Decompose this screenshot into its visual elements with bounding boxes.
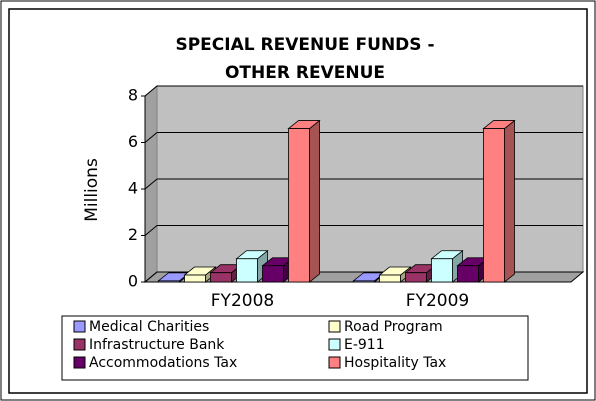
chart-title: OTHER REVENUE xyxy=(225,63,385,83)
y-tick-label: 8 xyxy=(128,86,138,105)
x-tick-label: FY2009 xyxy=(406,291,469,311)
bar xyxy=(379,274,401,283)
bar xyxy=(262,265,284,283)
x-tick-label: FY2008 xyxy=(211,291,274,311)
legend-label: Road Program xyxy=(344,319,443,335)
legend-swatch xyxy=(73,356,86,369)
y-axis-label: Millions xyxy=(82,158,102,222)
legend-swatch xyxy=(328,320,341,333)
bar-side-shade xyxy=(504,120,515,282)
bar xyxy=(158,280,180,283)
bar xyxy=(184,274,206,283)
y-tick-label: 6 xyxy=(128,132,138,151)
bar xyxy=(236,258,258,283)
legend-label: E-911 xyxy=(344,337,385,353)
grid-line xyxy=(144,178,158,190)
bar-side-shade xyxy=(309,120,320,282)
grid-line xyxy=(144,225,158,236)
legend-label: Medical Charities xyxy=(89,319,209,335)
grid-line xyxy=(144,132,158,143)
legend-swatch xyxy=(328,338,341,351)
bar xyxy=(431,258,453,283)
legend-label: Accommodations Tax xyxy=(89,355,237,371)
legend-swatch xyxy=(73,320,86,333)
bar xyxy=(353,280,375,283)
grid-line xyxy=(144,271,158,283)
bar xyxy=(457,265,479,283)
legend-swatch xyxy=(73,338,86,351)
y-tick-label: 4 xyxy=(128,179,138,198)
chart-title: SPECIAL REVENUE FUNDS - xyxy=(175,35,434,55)
bar xyxy=(405,272,427,283)
legend-swatch xyxy=(328,356,341,369)
bar xyxy=(288,128,310,283)
legend xyxy=(61,315,529,381)
bar xyxy=(483,128,505,283)
bar xyxy=(210,272,232,283)
grid-line xyxy=(144,85,158,97)
legend-label: Infrastructure Bank xyxy=(89,337,225,353)
y-tick-label: 0 xyxy=(128,272,138,291)
y-tick-label: 2 xyxy=(128,225,138,244)
legend-label: Hospitality Tax xyxy=(344,355,446,371)
